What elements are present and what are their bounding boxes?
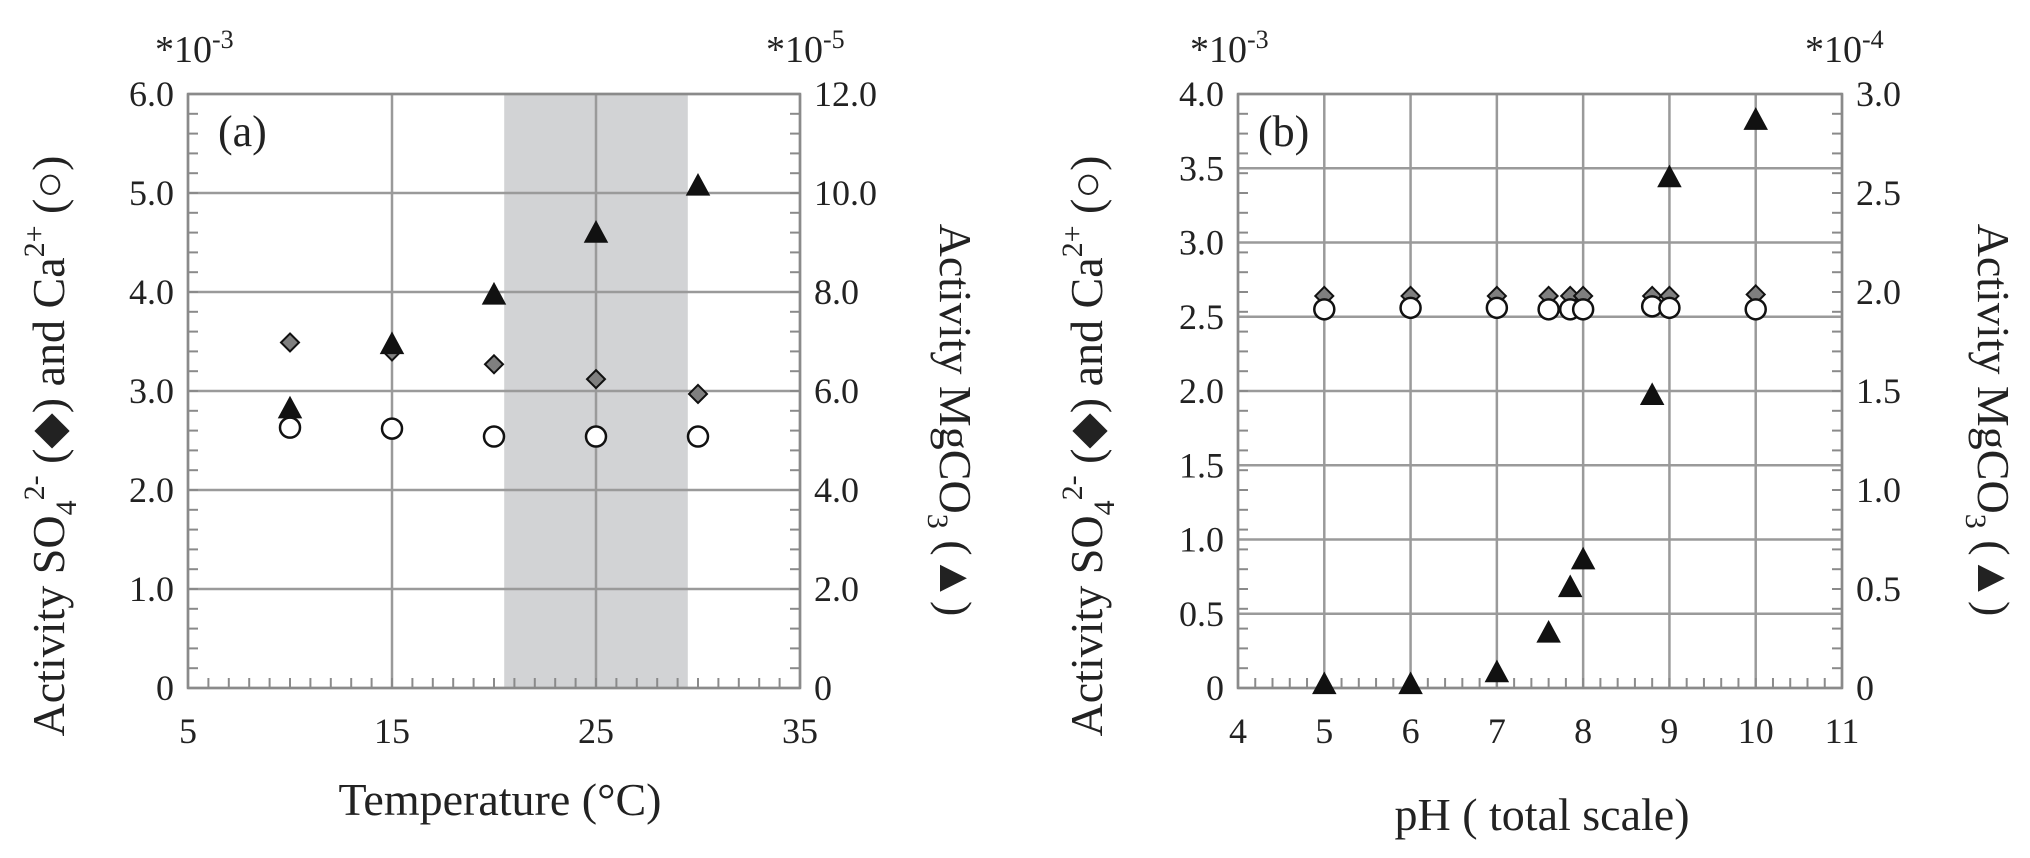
x-tick-label: 15 — [374, 711, 410, 751]
left-tick-label: 4.0 — [129, 272, 174, 312]
panel-a: 5 15 25 35 0 1.0 2.0 3.0 4.0 5.0 6.0 0 2.0 4.0 6.0 8.… — [18, 25, 981, 825]
circle-marker — [1399, 296, 1422, 320]
panel-label: (a) — [218, 107, 267, 156]
circle-marker — [1485, 296, 1509, 320]
triangle-marker — [1484, 659, 1510, 683]
left-tick-label: 5.0 — [129, 173, 174, 213]
circle-marker — [686, 425, 710, 448]
left-tick-label: 0 — [156, 668, 174, 708]
x-tick-label: 35 — [782, 711, 818, 751]
minor-ticks — [187, 93, 801, 689]
x-axis-label: Temperature (°C) — [339, 774, 662, 825]
right-tick-label: 3.0 — [1856, 74, 1901, 114]
x-tick-label: 6 — [1402, 711, 1420, 751]
x-tick-label: 11 — [1825, 711, 1860, 751]
left-tick-label: 0 — [1206, 668, 1224, 708]
x-tick-labels: 4 5 6 7 8 9 10 11 — [1229, 711, 1859, 751]
diamond-marker — [483, 353, 505, 375]
minor-ticks — [1237, 93, 1843, 689]
left-axis-label: Activity SO42- (◆) and Ca2+ (○) — [18, 156, 83, 737]
right-tick-label: 0 — [814, 668, 832, 708]
panel-b: 4 5 6 7 8 9 10 11 0 0.5 1.0 1.5 2.0 2.5 3.0 3.5 4.0 0 0.… — [1056, 25, 2019, 840]
right-tick-labels: 0 0.5 1.0 1.5 2.0 2.5 3.0 — [1856, 74, 1901, 708]
data-points — [1312, 107, 1768, 695]
left-tick-label: 1.0 — [129, 569, 174, 609]
right-tick-label: 10.0 — [814, 173, 877, 213]
circle-marker — [1313, 298, 1336, 321]
left-tick-label: 2.0 — [1179, 371, 1224, 411]
triangle-marker — [481, 281, 507, 305]
triangle-marker — [1743, 107, 1768, 130]
left-tick-label: 2.5 — [1179, 297, 1224, 337]
right-tick-label: 8.0 — [814, 272, 859, 312]
left-tick-label: 0.5 — [1179, 594, 1224, 634]
right-tick-label: 12.0 — [814, 74, 877, 114]
right-tick-label: 4.0 — [814, 470, 859, 510]
right-tick-label: 2.0 — [814, 569, 859, 609]
right-tick-label: 1.5 — [1856, 371, 1901, 411]
right-tick-labels: 0 2.0 4.0 6.0 8.0 10.0 12.0 — [814, 74, 877, 708]
x-tick-label: 8 — [1574, 711, 1592, 751]
x-axis-label: pH ( total scale) — [1394, 789, 1689, 840]
x-tick-label: 5 — [179, 711, 197, 751]
left-multiplier: *10-3 — [155, 25, 234, 71]
triangle-marker — [1657, 164, 1682, 188]
grid — [1236, 92, 1844, 690]
right-tick-label: 1.0 — [1856, 470, 1901, 510]
diamond-marker — [585, 368, 607, 390]
left-tick-label: 1.5 — [1179, 445, 1224, 485]
right-multiplier: *10-4 — [1805, 25, 1884, 71]
x-tick-label: 10 — [1738, 711, 1774, 751]
circle-marker — [278, 416, 302, 439]
triangle-marker — [1536, 619, 1561, 643]
left-axis-label: Activity SO42- (◆) and Ca2+ (○) — [1056, 156, 1121, 737]
triangle-marker — [1557, 574, 1583, 598]
grid — [186, 92, 802, 690]
x-tick-label: 4 — [1229, 711, 1247, 751]
circle-marker — [584, 425, 608, 448]
x-tick-label: 25 — [578, 711, 614, 751]
right-tick-label: 2.0 — [1856, 272, 1901, 312]
triangle-marker — [1398, 671, 1423, 695]
right-axis-label: Activity MgCO3 (▲) — [1959, 224, 2019, 617]
right-tick-label: 0 — [1856, 668, 1874, 708]
right-tick-label: 2.5 — [1856, 173, 1901, 213]
right-multiplier: *10-5 — [766, 25, 845, 71]
x-tick-labels: 5 15 25 35 — [179, 711, 818, 751]
left-tick-label: 3.0 — [1179, 223, 1224, 263]
triangle-marker — [379, 331, 405, 355]
triangle-marker — [583, 220, 609, 243]
left-tick-labels: 0 0.5 1.0 1.5 2.0 2.5 3.0 3.5 4.0 — [1179, 74, 1224, 708]
triangle-marker — [1639, 382, 1665, 406]
triangle-marker — [1570, 546, 1596, 570]
x-tick-label: 9 — [1660, 711, 1678, 751]
data-points — [277, 172, 711, 448]
left-tick-label: 4.0 — [1179, 74, 1224, 114]
left-tick-label: 6.0 — [129, 74, 174, 114]
diamond-marker — [687, 383, 709, 405]
left-tick-label: 3.0 — [129, 371, 174, 411]
circle-marker — [1571, 298, 1595, 321]
triangle-marker — [1312, 671, 1337, 695]
triangle-marker — [685, 172, 711, 196]
x-tick-label: 5 — [1315, 711, 1333, 751]
left-tick-labels: 0 1.0 2.0 3.0 4.0 5.0 6.0 — [129, 74, 174, 708]
left-multiplier: *10-3 — [1190, 25, 1269, 71]
circle-marker — [1658, 296, 1681, 320]
circle-marker — [380, 417, 404, 440]
left-tick-label: 3.5 — [1179, 148, 1224, 188]
left-tick-label: 2.0 — [129, 470, 174, 510]
circle-marker — [1537, 298, 1560, 321]
panel-label: (b) — [1258, 107, 1309, 156]
circle-marker — [1744, 298, 1767, 321]
right-axis-label: Activity MgCO3 (▲) — [921, 224, 981, 617]
triangle-marker — [277, 395, 303, 419]
circle-marker — [482, 425, 506, 448]
right-tick-label: 6.0 — [814, 371, 859, 411]
x-tick-label: 7 — [1488, 711, 1506, 751]
diamond-marker — [279, 332, 301, 353]
left-tick-label: 1.0 — [1179, 520, 1224, 560]
right-tick-label: 0.5 — [1856, 569, 1901, 609]
